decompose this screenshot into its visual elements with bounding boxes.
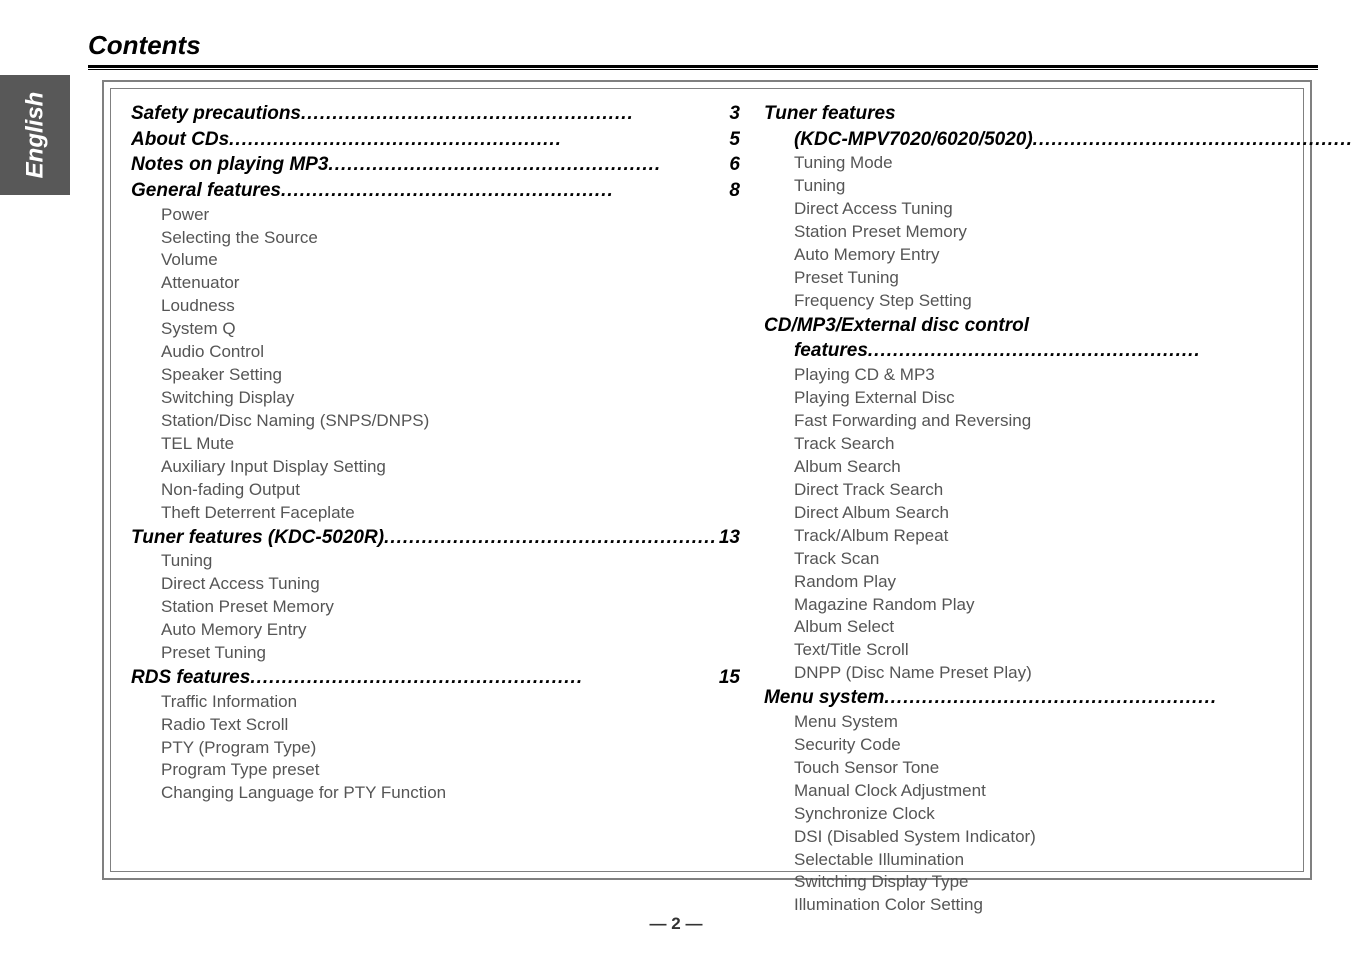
toc-item: Playing CD & MP3 bbox=[764, 364, 1352, 387]
toc-item: Direct Album Search bbox=[764, 502, 1352, 525]
toc-item: Direct Access Tuning bbox=[131, 573, 740, 596]
toc-item: Selectable Illumination bbox=[764, 849, 1352, 872]
toc-item: Attenuator bbox=[131, 272, 740, 295]
contents-outer-box: Safety precautions......................… bbox=[102, 80, 1312, 880]
toc-item: Auto Memory Entry bbox=[764, 244, 1352, 267]
toc-item: Magazine Random Play bbox=[764, 594, 1352, 617]
toc-item: Synchronize Clock bbox=[764, 803, 1352, 826]
toc-item: Playing External Disc bbox=[764, 387, 1352, 410]
toc-item: Volume bbox=[131, 249, 740, 272]
toc-about-cds: About CDs...............................… bbox=[131, 127, 740, 153]
toc-item: Security Code bbox=[764, 734, 1352, 757]
toc-item: Album Select bbox=[764, 616, 1352, 639]
toc-item: Direct Track Search bbox=[764, 479, 1352, 502]
toc-item: Random Play bbox=[764, 571, 1352, 594]
toc-item: Track Scan bbox=[764, 548, 1352, 571]
contents-inner-box: Safety precautions......................… bbox=[110, 88, 1304, 872]
toc-rds-features: RDS features............................… bbox=[131, 665, 740, 691]
toc-item: Text/Title Scroll bbox=[764, 639, 1352, 662]
page-number: — 2 — bbox=[0, 914, 1352, 934]
toc-item: Preset Tuning bbox=[131, 642, 740, 665]
toc-menu-system: Menu system.............................… bbox=[764, 685, 1352, 711]
toc-item: Menu System bbox=[764, 711, 1352, 734]
toc-tuner-sub: (KDC-MPV7020/6020/5020).................… bbox=[764, 127, 1352, 153]
toc-item: Fast Forwarding and Reversing bbox=[764, 410, 1352, 433]
toc-item: Program Type preset bbox=[131, 759, 740, 782]
toc-item: Power bbox=[131, 204, 740, 227]
toc-item: Switching Display Type bbox=[764, 871, 1352, 894]
toc-item: Manual Clock Adjustment bbox=[764, 780, 1352, 803]
toc-item: Switching Display bbox=[131, 387, 740, 410]
toc-item: Station Preset Memory bbox=[764, 221, 1352, 244]
toc-item: Track Search bbox=[764, 433, 1352, 456]
toc-item: Tuning bbox=[764, 175, 1352, 198]
toc-item: Theft Deterrent Faceplate bbox=[131, 502, 740, 525]
toc-cd-mp3: CD/MP3/External disc control bbox=[764, 313, 1352, 339]
toc-item: Non-fading Output bbox=[131, 479, 740, 502]
toc-item: PTY (Program Type) bbox=[131, 737, 740, 760]
title-rule bbox=[88, 65, 1318, 70]
toc-item: Loudness bbox=[131, 295, 740, 318]
toc-notes-mp3: Notes on playing MP3....................… bbox=[131, 152, 740, 178]
page-title: Contents bbox=[88, 30, 201, 61]
toc-tuner-5020r: Tuner features (KDC-5020R)..............… bbox=[131, 525, 740, 551]
toc-item: Tuning bbox=[131, 550, 740, 573]
toc-item: Changing Language for PTY Function bbox=[131, 782, 740, 805]
toc-item: Tuning Mode bbox=[764, 152, 1352, 175]
toc-item: Auxiliary Input Display Setting bbox=[131, 456, 740, 479]
toc-item: Speaker Setting bbox=[131, 364, 740, 387]
toc-item: Frequency Step Setting bbox=[764, 290, 1352, 313]
toc-item: Station/Disc Naming (SNPS/DNPS) bbox=[131, 410, 740, 433]
language-tab: English bbox=[0, 75, 70, 195]
column-1: Safety precautions......................… bbox=[131, 101, 740, 859]
toc-general-features: General features........................… bbox=[131, 178, 740, 204]
toc-item: DSI (Disabled System Indicator) bbox=[764, 826, 1352, 849]
toc-item: TEL Mute bbox=[131, 433, 740, 456]
toc-item: Preset Tuning bbox=[764, 267, 1352, 290]
toc-item: Album Search bbox=[764, 456, 1352, 479]
language-label: English bbox=[21, 92, 49, 179]
toc-item: Station Preset Memory bbox=[131, 596, 740, 619]
toc-item: Touch Sensor Tone bbox=[764, 757, 1352, 780]
toc-item: Traffic Information bbox=[131, 691, 740, 714]
toc-safety-precautions: Safety precautions......................… bbox=[131, 101, 740, 127]
toc-item: DNPP (Disc Name Preset Play) bbox=[764, 662, 1352, 685]
toc-item: Radio Text Scroll bbox=[131, 714, 740, 737]
toc-item: Auto Memory Entry bbox=[131, 619, 740, 642]
toc-item: Direct Access Tuning bbox=[764, 198, 1352, 221]
toc-tuner-features: Tuner features bbox=[764, 101, 1352, 127]
toc-item: Audio Control bbox=[131, 341, 740, 364]
column-2: Tuner features (KDC-MPV7020/6020/5020)..… bbox=[764, 101, 1352, 859]
toc-item: Track/Album Repeat bbox=[764, 525, 1352, 548]
toc-item: Selecting the Source bbox=[131, 227, 740, 250]
toc-cd-mp3-sub: features................................… bbox=[764, 338, 1352, 364]
toc-item: System Q bbox=[131, 318, 740, 341]
